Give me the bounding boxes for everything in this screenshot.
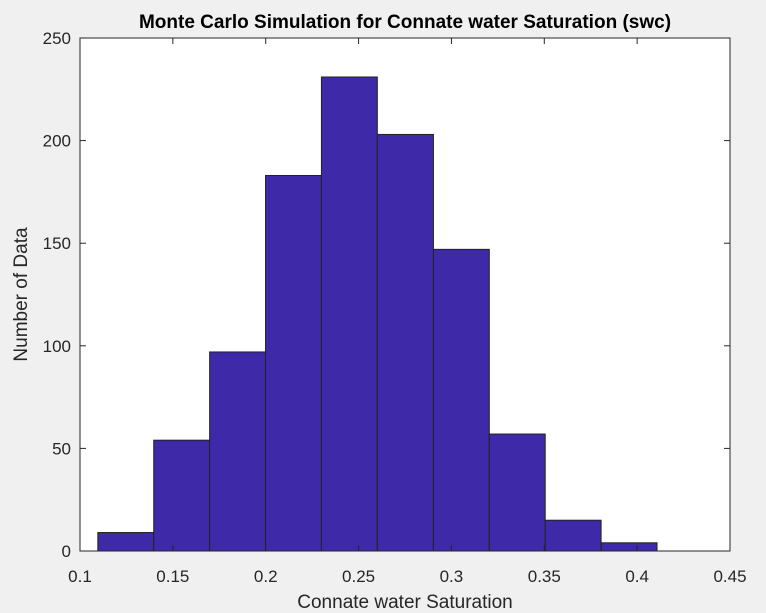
histogram-bar — [209, 351, 267, 552]
x-axis-label: Connate water Saturation — [297, 592, 512, 613]
histogram-bar — [544, 519, 602, 552]
histogram-bar — [320, 76, 378, 552]
x-tick-label: 0.25 — [342, 567, 375, 586]
axes-box — [79, 37, 731, 552]
histogram-bar — [600, 542, 658, 552]
y-axis-label: Number of Data — [11, 227, 32, 362]
x-tick-label: 0.35 — [528, 567, 561, 586]
x-tick-label: 0.3 — [440, 567, 464, 586]
y-tick-label: 100 — [43, 337, 71, 356]
y-tick-label: 150 — [43, 234, 71, 253]
x-tick-label: 0.4 — [625, 567, 649, 586]
histogram-bar — [376, 133, 434, 552]
x-tick-label: 0.15 — [156, 567, 189, 586]
histogram-bar — [97, 532, 155, 552]
y-tick-label: 0 — [62, 542, 71, 561]
x-axis-ticks: 0.1 0.15 0.2 0.25 0.3 0.35 0.4 0.45 — [68, 38, 747, 586]
histogram-bar — [153, 439, 211, 552]
chart-title: Monte Carlo Simulation for Connate water… — [139, 12, 671, 33]
histogram-bar — [488, 433, 546, 552]
y-axis-ticks: 0 50 100 150 200 250 — [43, 29, 730, 561]
y-tick-label: 200 — [43, 132, 71, 151]
x-tick-label: 0.45 — [713, 567, 746, 586]
histogram-bar — [432, 248, 490, 552]
histogram-bars — [97, 76, 658, 552]
x-tick-label: 0.2 — [254, 567, 278, 586]
histogram-bar — [265, 174, 322, 552]
y-tick-label: 250 — [43, 29, 71, 48]
y-tick-label: 50 — [52, 439, 71, 458]
x-tick-label: 0.1 — [68, 567, 92, 586]
